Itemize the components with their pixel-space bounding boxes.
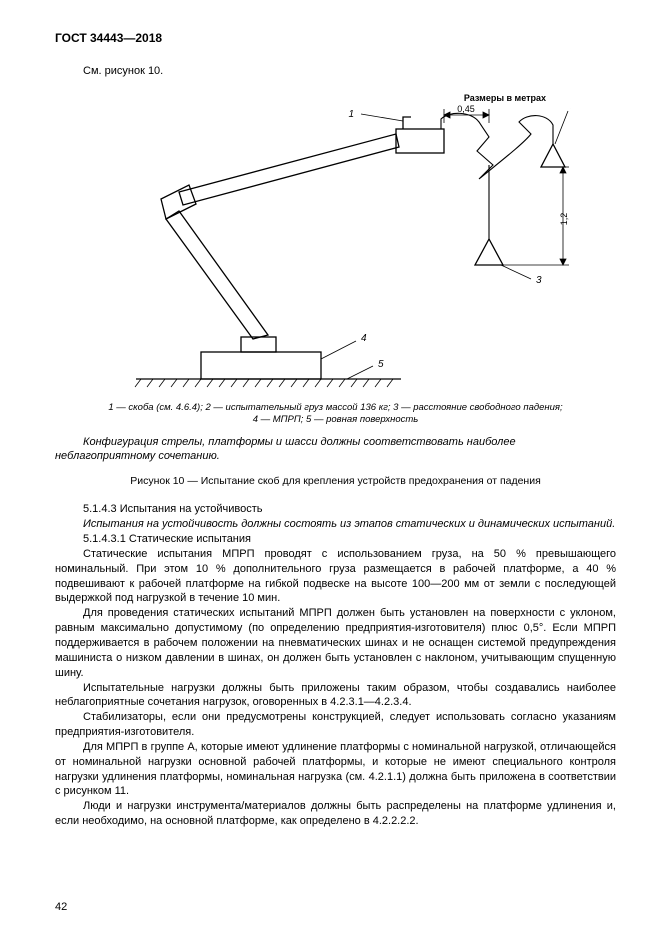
leader-5 [347, 366, 373, 379]
heading-5-1-4-3: 5.1.4.3 Испытания на устойчивость [55, 502, 616, 517]
dim-h-text: 0,45 [457, 104, 475, 114]
lower-triangle [475, 239, 503, 265]
ground-hatch [135, 379, 393, 387]
leader-1 [361, 114, 403, 121]
boom-elbow [161, 185, 196, 219]
turntable [241, 337, 276, 352]
intro-5-1-4-3: Испытания на устойчивость должны состоят… [55, 517, 616, 532]
p2: Для проведения статических испытаний МПР… [55, 606, 616, 680]
dim-v-text: 1,2 [559, 213, 569, 226]
marker-3: 3 [536, 275, 542, 286]
platform [396, 129, 444, 153]
see-figure-text: См. рисунок 10. [83, 64, 616, 79]
test-weight-upper [541, 144, 565, 167]
chassis [201, 352, 321, 379]
p1: Статические испытания МПРП проводят с ис… [55, 547, 616, 606]
p6: Люди и нагрузки инструмента/материалов д… [55, 799, 616, 829]
marker-5: 5 [378, 359, 384, 370]
rope [441, 113, 553, 179]
bracket-1 [403, 117, 411, 129]
figure-note: Конфигурация стрелы, платформы и шасси д… [55, 435, 616, 465]
p5: Для МПРП в группе А, которые имеют удлин… [55, 740, 616, 799]
marker-4: 4 [361, 333, 367, 344]
legend-line-1: 1 — скоба (см. 4.6.4); 2 — испытательный… [108, 402, 562, 413]
p3: Испытательные нагрузки должны быть прило… [55, 681, 616, 711]
figure-legend: 1 — скоба (см. 4.6.4); 2 — испытательный… [55, 402, 616, 427]
marker-1: 1 [348, 109, 354, 120]
boom-lower [166, 211, 268, 339]
figure-10: Размеры в метрах [55, 89, 616, 394]
leader-2 [555, 111, 568, 144]
size-note: Размеры в метрах [463, 93, 545, 103]
legend-line-2: 4 — МПРП; 5 — ровная поверхность [253, 414, 419, 425]
marker-2: 2 [570, 101, 571, 112]
heading-5-1-4-3-1: 5.1.4.3.1 Статические испытания [55, 532, 616, 547]
leader-3 [501, 265, 531, 279]
figure-caption: Рисунок 10 — Испытание скоб для креплени… [55, 474, 616, 488]
doc-header: ГОСТ 34443—2018 [55, 30, 616, 46]
p4: Стабилизаторы, если они предусмотрены ко… [55, 710, 616, 740]
leader-4 [321, 341, 356, 359]
boom-upper [179, 134, 399, 205]
page-number: 42 [55, 900, 67, 915]
